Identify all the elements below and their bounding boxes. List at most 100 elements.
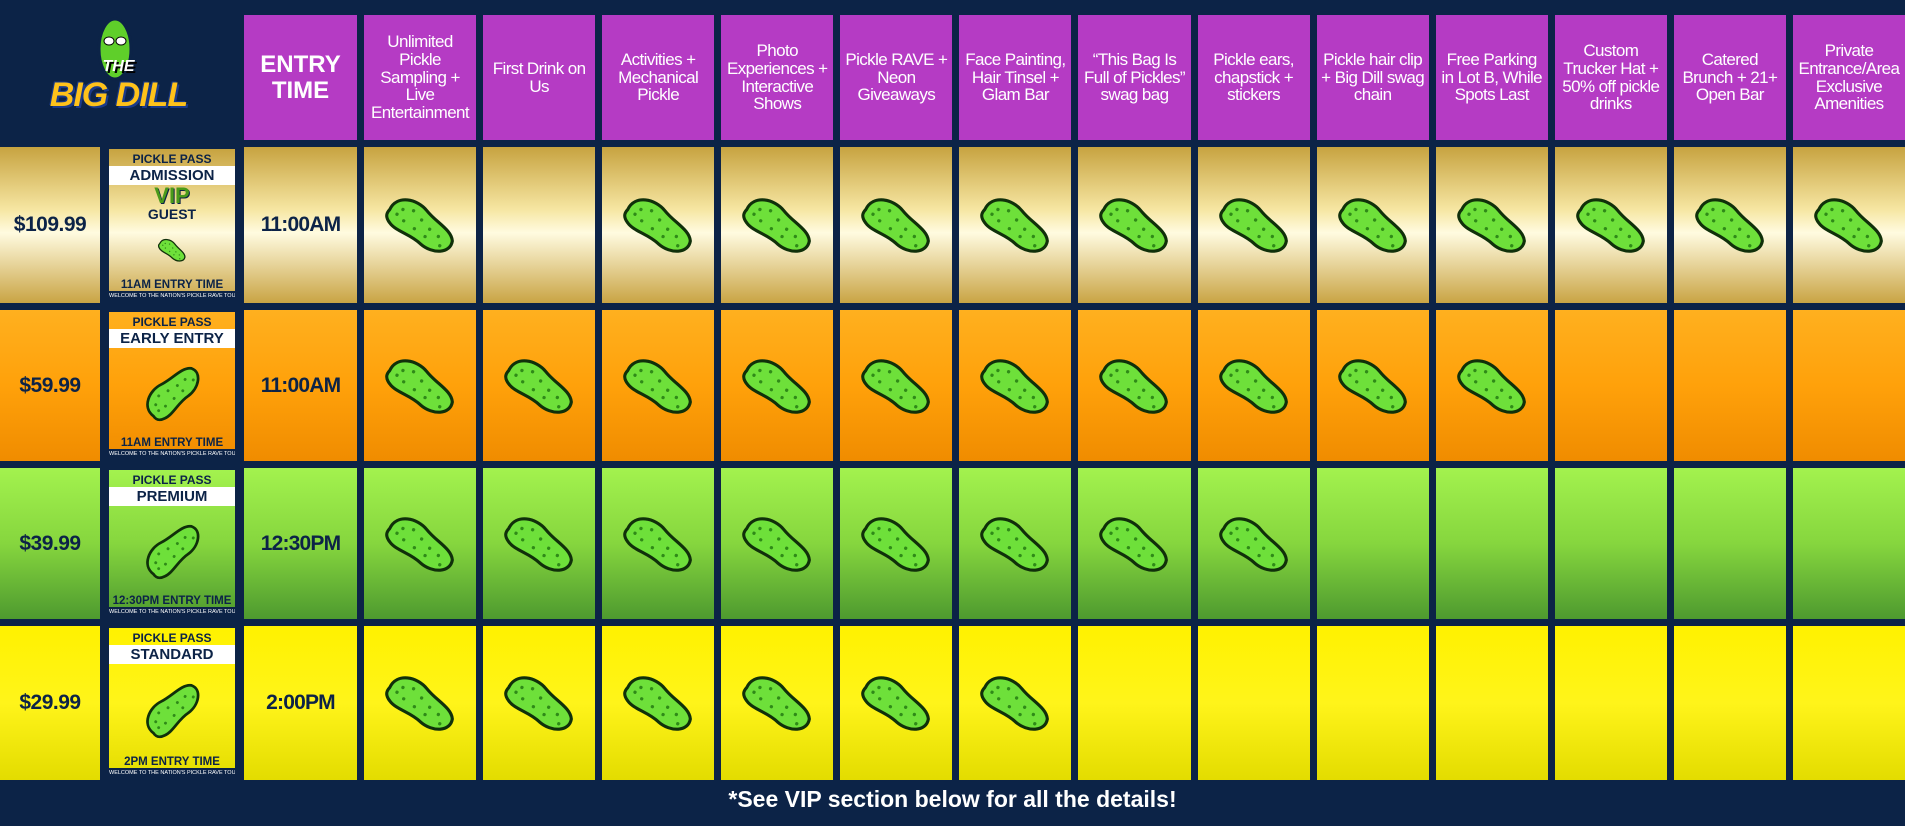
pass-card: PICKLE PASS STANDARD 2PM ENTRY TIME WELCOME… [107, 626, 237, 780]
feature-cell [483, 147, 596, 303]
pass-entry: 12:30PM ENTRY TIME [112, 595, 232, 607]
pickle-icon [861, 358, 931, 414]
pickle-icon [861, 676, 931, 731]
feature-header: Pickle ears, chapstick + stickers [1197, 15, 1310, 140]
pickle-icon [861, 198, 931, 253]
pass-card: PICKLE PASS PREMIUM 12:30PM ENTRY TIME WELC… [107, 468, 237, 619]
feature-cell [1792, 626, 1905, 780]
feature-cell [364, 468, 477, 619]
pickle-icon [1218, 358, 1288, 414]
pass-entry: 11AM ENTRY TIME [120, 279, 224, 291]
pickle-icon [623, 676, 693, 731]
feature-header: Free Parking in Lot B, While Spots Last [1435, 15, 1548, 140]
pickle-icon [504, 676, 574, 731]
pass-card: PICKLE PASS ADMISSION VIP GUEST 11AM ENTRY T… [107, 147, 237, 303]
pickle-icon [504, 358, 574, 414]
logo-pickle [97, 17, 133, 81]
entry-time: 2:00PM [244, 626, 357, 780]
pass-extra: VIP [154, 183, 190, 208]
feature-cell [959, 147, 1072, 303]
feature-cell [1078, 310, 1191, 461]
pickle-icon [1099, 198, 1169, 253]
feature-cell [602, 626, 715, 780]
pickle-icon [623, 358, 693, 414]
pass-art [132, 348, 212, 437]
feature-cell [602, 147, 715, 303]
feature-header: “This Bag Is Full of Pickles” swag bag [1078, 15, 1191, 140]
pass-tagline: WELCOME TO THE NATION'S PICKLE RAVE TOUR [109, 291, 237, 301]
feature-cell [959, 626, 1072, 780]
feature-header: Unlimited Pickle Sampling + Live Enterta… [364, 15, 477, 140]
pickle-icon [1814, 198, 1883, 253]
footer-note: *See VIP section below for all the detai… [728, 786, 1177, 812]
pass-name: ADMISSION [109, 166, 235, 185]
feature-cell [1792, 310, 1905, 461]
feature-cell [1792, 468, 1905, 619]
feature-cell [721, 626, 834, 780]
price: $109.99 [0, 147, 100, 303]
pickle-icon [1099, 516, 1169, 572]
feature-cell [1673, 310, 1786, 461]
pickle-icon [980, 676, 1050, 731]
logo-name: BIG DILL [49, 76, 188, 114]
feature-cell [1554, 147, 1667, 303]
pickle-icon [980, 516, 1050, 572]
feature-cell [1792, 147, 1905, 303]
pass-art [142, 221, 202, 279]
logo: THE BIG DILL [0, 15, 237, 140]
entry-time: 11:00AM [244, 310, 357, 461]
pickle-icon [385, 198, 454, 253]
feature-cell [721, 147, 834, 303]
feature-cell [1554, 310, 1667, 461]
feature-cell [1435, 310, 1548, 461]
feature-header: Catered Brunch + 21+ Open Bar [1673, 15, 1786, 140]
price: $39.99 [0, 468, 100, 619]
pickle-icon [1575, 198, 1645, 253]
feature-cell [959, 310, 1072, 461]
feature-header: Face Painting, Hair Tinsel + Glam Bar [959, 15, 1072, 140]
feature-cell [602, 468, 715, 619]
price: $59.99 [0, 310, 100, 461]
pickle-icon [146, 683, 200, 739]
feature-cell [1316, 468, 1429, 619]
feature-cell [364, 310, 477, 461]
feature-cell [483, 468, 596, 619]
feature-cell [840, 310, 953, 461]
feature-cell [602, 310, 715, 461]
feature-cell [1197, 310, 1310, 461]
pickle-icon [623, 198, 693, 253]
feature-cell [840, 147, 953, 303]
pass-card: PICKLE PASS EARLY ENTRY 11AM ENTRY TIME WEL… [107, 310, 237, 461]
pass-art [132, 664, 212, 756]
pickle-icon [1218, 198, 1288, 253]
pickle-icon [742, 676, 812, 731]
feature-cell [1078, 147, 1191, 303]
pass-name: STANDARD [109, 645, 235, 664]
feature-cell [364, 626, 477, 780]
pass-top: PICKLE PASS [132, 473, 212, 487]
pickle-icon [980, 198, 1050, 253]
feature-cell [1316, 310, 1429, 461]
pass-extra: GUEST [147, 206, 197, 222]
pickle-icon [385, 516, 454, 572]
feature-cell [1435, 468, 1548, 619]
entry-time: 12:30PM [244, 468, 357, 619]
logo-small: THE [102, 58, 135, 75]
pickle-icon [1456, 358, 1526, 414]
feature-cell [1554, 468, 1667, 619]
feature-cell [1197, 468, 1310, 619]
pickle-icon [1456, 198, 1526, 253]
feature-cell [1316, 147, 1429, 303]
pickle-icon [1218, 516, 1288, 572]
pickle-icon [504, 516, 574, 572]
pickle-icon [742, 198, 812, 253]
pickle-icon [623, 516, 693, 572]
pass-tagline: WELCOME TO THE NATION'S PICKLE RAVE TOUR [109, 768, 237, 778]
price: $29.99 [0, 626, 100, 780]
feature-cell [1197, 626, 1310, 780]
feature-header: Activities + Mechanical Pickle [602, 15, 715, 140]
feature-header: Private Entrance/Area Exclusive Amenitie… [1792, 15, 1905, 140]
pass-art [132, 506, 212, 595]
